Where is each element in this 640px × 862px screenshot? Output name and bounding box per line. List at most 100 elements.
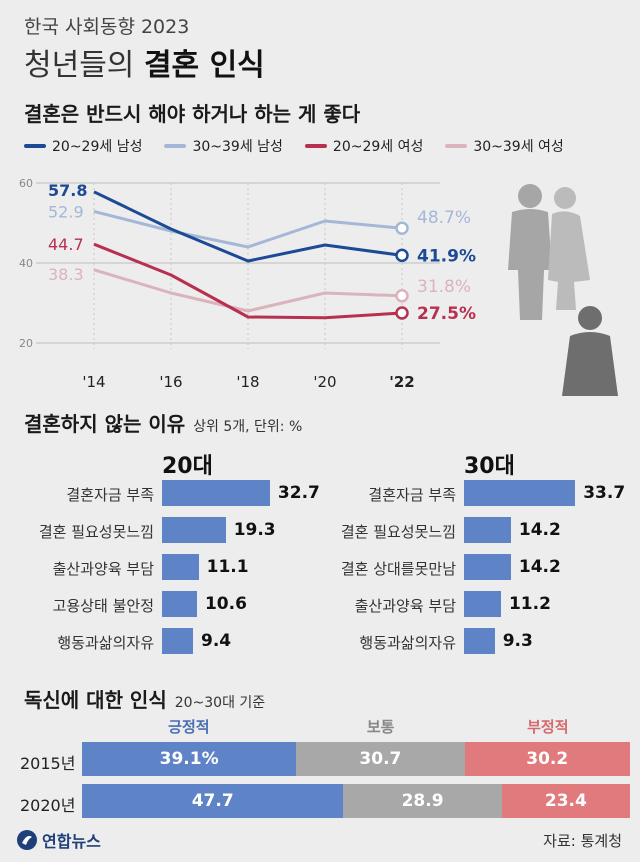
legend-m20: 20~29세 남성: [24, 136, 142, 156]
year-label: 2015년: [20, 754, 76, 773]
bar-category-label: 출산과양육 부담: [354, 597, 456, 615]
grid: 20 40 60: [19, 177, 440, 350]
bar: [464, 480, 576, 506]
bar-category-label: 행동과삶의자유: [57, 634, 154, 652]
bar-section-title-text: 결혼하지 않는 이유: [24, 412, 186, 436]
end-point-f30: [395, 289, 409, 303]
bar: [464, 554, 511, 580]
bar: [162, 554, 199, 580]
x-tick-label: '14: [82, 373, 105, 391]
silhouette-man-icon: [562, 306, 618, 396]
bar-category-label: 출산과양육 부담: [52, 560, 154, 578]
y-tick-label: 40: [19, 257, 33, 270]
legend-swatch: [24, 144, 46, 148]
legend-label: 20~29세 남성: [52, 139, 143, 155]
stacked-bar-chart: 긍정적 보통 부정적 2015년 39.1% 30.7 30.2 2020년 47.7 28.9 2…: [0, 716, 640, 818]
title-plain: 청년들의: [24, 48, 144, 83]
series-line-m20: [93, 190, 403, 263]
bar-section-title: 결혼하지 않는 이유 상위 5개, 단위: %: [24, 408, 302, 437]
legend-swatch: [445, 144, 468, 148]
bar-value-label: 11.1: [206, 557, 249, 577]
start-label-f20: 44.7: [48, 235, 84, 254]
x-tick-label: '20: [313, 373, 336, 391]
subtitle: 한국 사회동향 2023: [24, 16, 190, 38]
start-label-m30: 52.9: [48, 202, 84, 221]
stacked-row: 47.7 28.9 23.4: [82, 784, 630, 818]
yonhap-logo-icon: [17, 830, 37, 850]
bar-value-label: 9.3: [502, 631, 533, 651]
stack-segment: 30.7: [296, 742, 465, 776]
bar-category-label: 행동과삶의자유: [359, 634, 456, 652]
x-tick-label: '18: [236, 373, 259, 391]
bar-value-label: 14.2: [518, 557, 561, 577]
silhouette-couple-icon: [508, 184, 590, 320]
legend-label: 30~39세 여성: [473, 139, 564, 155]
logo: 연합뉴스: [16, 828, 101, 852]
stack-section-title-text: 독신에 대한 인식: [24, 688, 167, 712]
bar: [464, 591, 501, 617]
bar-value-label: 10.6: [204, 594, 247, 614]
legend-label: 30~39세 남성: [192, 139, 283, 155]
bar: [464, 517, 511, 543]
legend-label: 20~29세 여성: [332, 139, 424, 155]
x-tick-label: '16: [159, 373, 182, 391]
start-label-m20: 57.8: [48, 181, 87, 200]
y-tick-label: 60: [19, 177, 33, 190]
year-label: 2020년: [20, 796, 76, 815]
end-point-m20: [395, 248, 409, 263]
stack-segment: 47.7: [82, 784, 344, 818]
logo-text: 연합뉴스: [42, 832, 101, 851]
bar: [162, 591, 197, 617]
x-tick-label: '22: [389, 373, 414, 391]
bar-group-label: 20대: [162, 454, 213, 479]
segment-header: 긍정적: [168, 718, 210, 736]
segment-header: 부정적: [527, 718, 569, 736]
series-line-f20: [93, 242, 403, 320]
bar-value-label: 14.2: [518, 520, 561, 540]
bar: [162, 480, 270, 506]
bar: [464, 628, 495, 654]
bar-category-label: 결혼자금 부족: [368, 486, 456, 504]
stack-segment: 28.9: [343, 784, 502, 818]
y-tick-label: 20: [19, 337, 33, 350]
bar: [162, 517, 226, 543]
bar-category-label: 결혼 필요성못느낌: [38, 523, 154, 541]
bar-group-label: 30대: [464, 454, 515, 479]
end-label-m20: 41.9%: [417, 246, 476, 266]
bar-category-label: 결혼 필요성못느낌: [340, 523, 456, 541]
bar-value-label: 11.2: [508, 594, 551, 614]
bar-value-label: 33.7: [583, 483, 626, 503]
legend-swatch: [164, 144, 187, 148]
end-label-f30: 31.8%: [417, 277, 471, 297]
bar: [162, 628, 194, 654]
end-label-f20: 27.5%: [417, 304, 476, 324]
bar-category-label: 결혼자금 부족: [66, 486, 154, 504]
stacked-row: 39.1% 30.7 30.2: [82, 742, 630, 776]
bar-value-label: 9.4: [201, 631, 232, 651]
legend-f20: 20~29세 여성: [304, 136, 424, 156]
stack-section-title: 독신에 대한 인식 20~30대 기준: [24, 684, 265, 713]
start-label-f30: 38.3: [48, 265, 84, 284]
source-note: 자료: 통계청: [543, 832, 622, 850]
legend-swatch: [304, 144, 327, 148]
title-bold: 결혼 인식: [143, 48, 265, 83]
stack-segment: 23.4: [501, 784, 630, 818]
end-point-m30: [395, 221, 409, 235]
line-chart-title: 결혼은 반드시 해야 하거나 하는 게 좋다: [24, 102, 361, 126]
bar-value-label: 19.3: [233, 520, 276, 540]
end-point-f20: [395, 306, 409, 320]
legend-f30: 30~39세 여성: [445, 136, 564, 156]
stack-section-note: 20~30대 기준: [174, 695, 266, 711]
line-legend: 20~29세 남성 30~39세 남성 20~29세 여성 30~39세 여성: [24, 136, 564, 156]
stack-segment: 39.1%: [82, 742, 297, 776]
bar-value-label: 32.7: [277, 483, 320, 503]
bar-category-label: 고용상태 불안정: [52, 597, 154, 615]
legend-m30: 30~39세 남성: [164, 136, 283, 156]
line-chart: 20 40 60 '14 '16 '18 '20 '22 52.9 48.7% 38.3 31.8%…: [19, 177, 618, 396]
page-title: 청년들의 결혼 인식: [24, 40, 265, 84]
bar-category-label: 결혼 상대를못만남: [340, 560, 456, 578]
stack-segment: 30.2: [464, 742, 630, 776]
bar-section-note: 상위 5개, 단위: %: [193, 419, 303, 435]
